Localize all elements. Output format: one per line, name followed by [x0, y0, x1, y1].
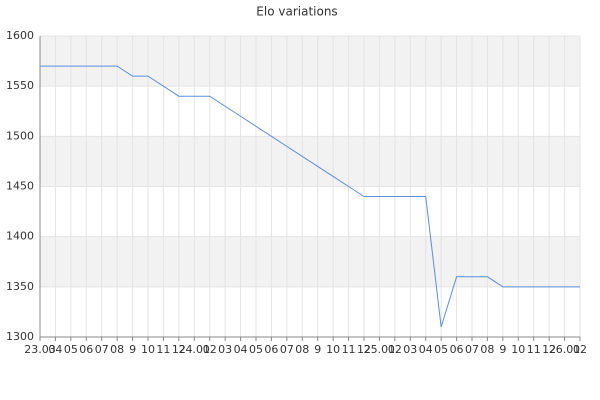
- x-tick-label: 9: [314, 343, 321, 356]
- grid-band: [40, 36, 580, 87]
- x-tick-label: 05: [434, 343, 448, 356]
- x-tick-label: 06: [79, 343, 93, 356]
- line: [40, 65, 580, 328]
- x-tick-label: 03: [218, 343, 232, 356]
- x-tick-label: 11: [156, 343, 170, 356]
- x-tick-label: 11: [342, 343, 356, 356]
- x-tick-label: 24.01: [179, 343, 211, 356]
- x-tick-label: 12: [357, 343, 371, 356]
- grid-band: [40, 236, 580, 287]
- y-tick-label: 1600: [6, 29, 34, 42]
- x-tick-label: 02: [203, 343, 217, 356]
- x-tick-label: 10: [326, 343, 340, 356]
- x-tick-label: 03: [403, 343, 417, 356]
- x-tick-label: 26.01: [549, 343, 581, 356]
- x-tick-label: 11: [527, 343, 541, 356]
- y-tick-label: 1400: [6, 230, 34, 243]
- x-tick-label: 06: [450, 343, 464, 356]
- x-tick-label: 02: [388, 343, 402, 356]
- x-tick-label: 23.03: [24, 343, 56, 356]
- x-tick-label: 02: [573, 343, 587, 356]
- x-tick-label: 05: [249, 343, 263, 356]
- x-tick-label: 04: [48, 343, 62, 356]
- x-tick-label: 07: [280, 343, 294, 356]
- x-tick-label: 9: [499, 343, 506, 356]
- x-tick-label: 10: [141, 343, 155, 356]
- chart-title: Elo variations: [256, 5, 337, 19]
- x-tick-label: 04: [419, 343, 433, 356]
- x-tick-label: 12: [542, 343, 556, 356]
- x-tick-label: 9: [129, 343, 136, 356]
- y-tick-label: 1350: [6, 280, 34, 293]
- x-tick-label: 08: [295, 343, 309, 356]
- y-tick-label: 1550: [6, 79, 34, 92]
- x-tick-label: 12: [172, 343, 186, 356]
- x-tick-label: 08: [480, 343, 494, 356]
- x-tick-label: 08: [110, 343, 124, 356]
- x-tick-label: 10: [511, 343, 525, 356]
- x-tick-label: 07: [465, 343, 479, 356]
- y-tick-label: 1300: [6, 330, 34, 343]
- x-tick-label: 04: [234, 343, 248, 356]
- x-tick-label: 07: [95, 343, 109, 356]
- y-tick-label: 1500: [6, 129, 34, 142]
- x-tick-label: 06: [264, 343, 278, 356]
- y-tick-label: 1450: [6, 180, 34, 193]
- x-tick-label: 05: [64, 343, 78, 356]
- x-tick-label: 25.01: [364, 343, 396, 356]
